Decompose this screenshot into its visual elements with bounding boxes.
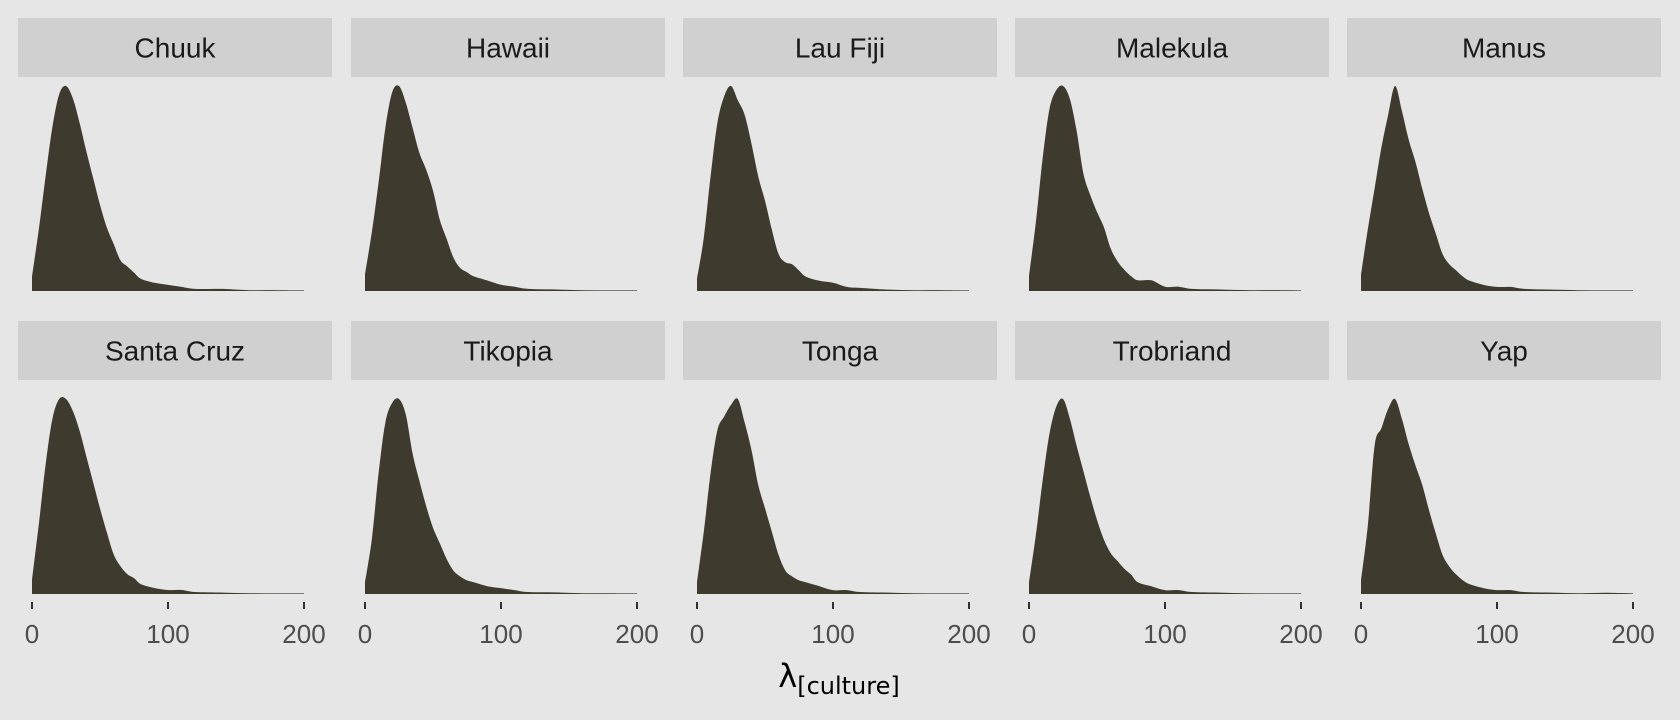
- facet-strip-label: Tikopia: [463, 336, 553, 367]
- x-tick-label: 0: [358, 619, 372, 649]
- facet-hawaii: Hawaii: [351, 18, 665, 291]
- facet-santa-cruz: Santa Cruz: [18, 321, 332, 594]
- density-area-manus: [1361, 85, 1633, 291]
- x-tick-label: 100: [1475, 619, 1518, 649]
- x-axis-title: λ[culture]: [778, 657, 899, 700]
- x-tick-label: 200: [1611, 619, 1654, 649]
- x-tick-label: 100: [146, 619, 189, 649]
- facet-strip: [1015, 321, 1329, 380]
- facet-strip: [351, 321, 665, 380]
- facet-strip: [1347, 321, 1661, 380]
- facet-tonga: Tonga: [683, 321, 997, 594]
- facet-strip-label: Hawaii: [466, 33, 550, 64]
- x-tick-label: 100: [479, 619, 522, 649]
- facet-tikopia: Tikopia: [351, 321, 665, 594]
- facet-strip-label: Malekula: [1116, 33, 1228, 64]
- facet-strip: [683, 18, 997, 77]
- density-area-trobriand: [1029, 398, 1301, 594]
- facet-strip: [18, 18, 332, 77]
- density-area-hawaii: [365, 85, 637, 291]
- facet-lau-fiji: Lau Fiji: [683, 18, 997, 291]
- facet-strip: [351, 18, 665, 77]
- facet-strip: [683, 321, 997, 380]
- x-axis-title-symbol: λ: [778, 657, 797, 695]
- facet-strip-label: Trobriand: [1113, 336, 1232, 367]
- density-area-tikopia: [365, 398, 637, 594]
- facet-strip-label: Chuuk: [135, 33, 217, 64]
- density-area-lau-fiji: [697, 85, 969, 291]
- facet-manus: Manus: [1347, 18, 1661, 291]
- facet-strip-label: Yap: [1480, 336, 1528, 367]
- x-axis-title-subscript: [culture]: [797, 672, 900, 700]
- x-tick-label: 100: [1143, 619, 1186, 649]
- x-tick-label: 0: [25, 619, 39, 649]
- facet-strip-label: Manus: [1462, 33, 1546, 64]
- density-area-tonga: [697, 398, 969, 594]
- facet-malekula: Malekula: [1015, 18, 1329, 291]
- x-tick-label: 0: [690, 619, 704, 649]
- facet-yap: Yap: [1347, 321, 1661, 594]
- x-tick-label: 200: [1279, 619, 1322, 649]
- density-area-yap: [1361, 398, 1633, 594]
- facet-chuuk: Chuuk: [18, 18, 332, 291]
- density-area-santa-cruz: [32, 396, 304, 594]
- facet-strip: [1015, 18, 1329, 77]
- x-tick-label: 0: [1354, 619, 1368, 649]
- facet-panels: Chuuk Hawaii Lau Fiji Malekula Manus Santa Cr…: [18, 18, 1661, 594]
- density-area-chuuk: [32, 85, 304, 291]
- density-area-malekula: [1029, 85, 1301, 291]
- facet-strip: [1347, 18, 1661, 77]
- x-axes: 0 100 200 0 100 200 0 100 200 0 100 200 0 100 200: [25, 602, 1655, 649]
- x-tick-label: 200: [947, 619, 990, 649]
- x-tick-label: 200: [615, 619, 658, 649]
- facet-trobriand: Trobriand: [1015, 321, 1329, 594]
- x-tick-label: 200: [282, 619, 325, 649]
- x-tick-label: 0: [1022, 619, 1036, 649]
- facet-strip-label: Tonga: [802, 336, 879, 367]
- facet-strip: [18, 321, 332, 380]
- facet-strip-label: Lau Fiji: [795, 33, 885, 64]
- x-tick-label: 100: [811, 619, 854, 649]
- facet-strip-label: Santa Cruz: [105, 336, 245, 367]
